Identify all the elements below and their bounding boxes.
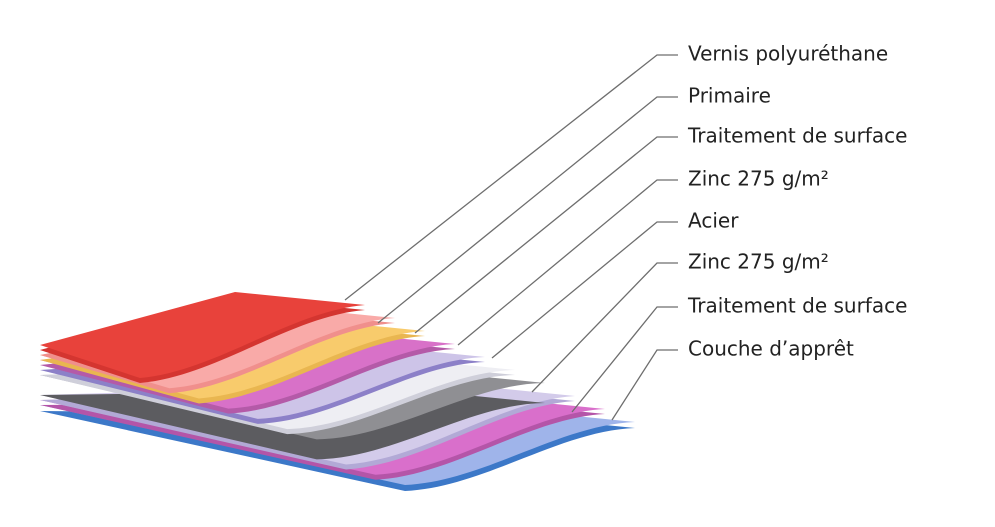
layer-label: Couche d’apprêt — [688, 337, 854, 361]
sheet-stack — [40, 292, 635, 491]
leader-line — [531, 262, 678, 393]
layer-label: Zinc 275 g/m² — [688, 167, 829, 191]
leaders: Vernis polyuréthane Primaire Traitement de… — [344, 42, 907, 421]
layer-label: Vernis polyuréthane — [688, 42, 888, 66]
layer-label: Acier — [688, 209, 739, 233]
leader-line — [611, 349, 678, 421]
layer-label: Traitement de surface — [687, 294, 907, 318]
leader-line — [491, 221, 678, 359]
layer-label: Zinc 275 g/m² — [688, 250, 829, 274]
layer-label: Traitement de surface — [687, 124, 907, 148]
leader-line — [414, 136, 678, 334]
leader-line — [377, 96, 678, 324]
layer-label: Primaire — [688, 84, 771, 108]
leader-line — [457, 179, 678, 346]
leader-line — [571, 306, 678, 413]
leader-line — [344, 54, 678, 301]
layer-top — [40, 292, 365, 378]
